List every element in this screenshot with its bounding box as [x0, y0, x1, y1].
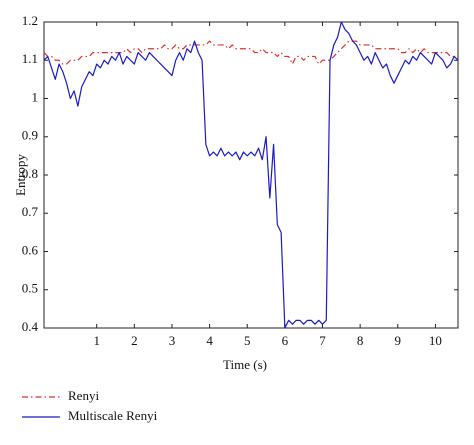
y-tick-label: 1.1 [22, 51, 38, 66]
x-axis-label: Time (s) [223, 357, 267, 372]
data-line [43, 40, 458, 65]
x-tick-label: 5 [244, 333, 251, 348]
x-tick-label: 1 [93, 333, 100, 348]
legend-label: Multiscale Renyi [68, 408, 158, 423]
x-tick-label: 3 [169, 333, 176, 348]
legend-label: Renyi [68, 388, 99, 403]
data-line [43, 21, 459, 329]
y-tick-label: 1 [32, 89, 39, 104]
y-tick-label: 0.5 [22, 281, 38, 296]
x-tick-label: 6 [282, 333, 289, 348]
x-tick-label: 7 [319, 333, 326, 348]
y-tick-label: 0.9 [22, 128, 38, 143]
x-tick-label: 2 [131, 333, 138, 348]
y-axis-label: Entropy [13, 154, 28, 196]
y-tick-label: 0.6 [22, 242, 39, 257]
y-tick-label: 0.8 [22, 166, 38, 181]
y-tick-label: 1.2 [22, 13, 38, 28]
x-tick-label: 4 [206, 333, 213, 348]
x-tick-label: 9 [395, 333, 402, 348]
plot-frame [43, 21, 459, 329]
x-tick-label: 8 [357, 333, 364, 348]
y-tick-label: 0.4 [22, 319, 39, 334]
x-tick-label: 10 [429, 333, 442, 348]
y-tick-label: 0.7 [22, 204, 39, 219]
